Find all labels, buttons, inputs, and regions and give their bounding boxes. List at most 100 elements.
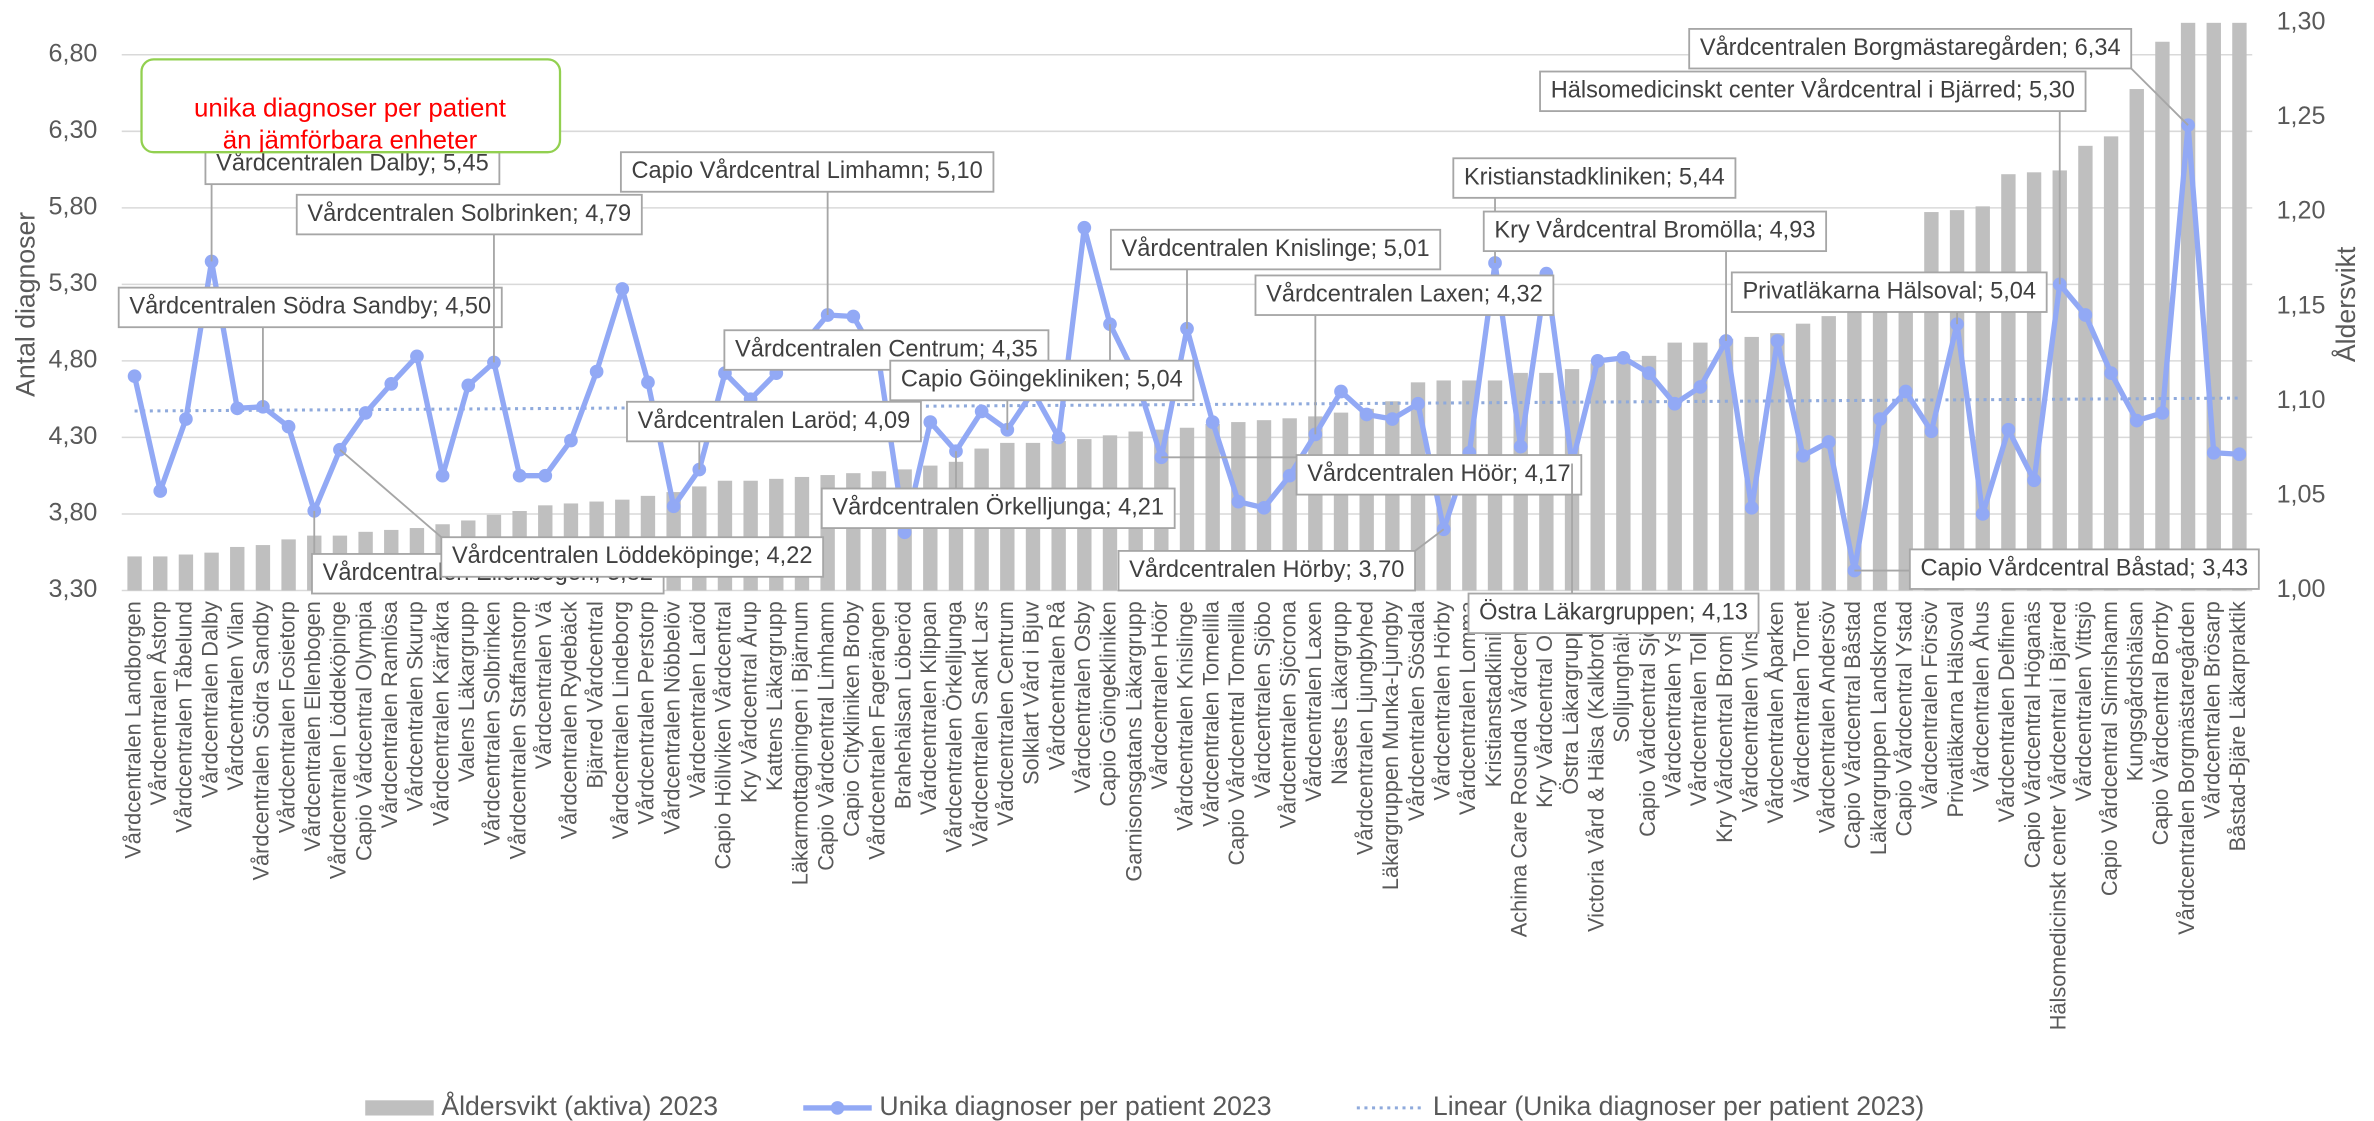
x-tick-label: Vårdcentralen Försöv xyxy=(1917,601,1942,809)
data-label: Vårdcentralen Örkelljunga; 4,21 xyxy=(832,494,1164,520)
x-tick-label: Vårdcentralen Sjöcrona xyxy=(1275,600,1300,828)
bar xyxy=(1205,423,1220,591)
data-label: Kry Vårdcentral Bromölla; 4,93 xyxy=(1494,217,1815,243)
callout: Vårdcentralen Höör; 4,17 xyxy=(1161,454,1583,496)
bar xyxy=(1616,361,1631,591)
x-tick-label: Vårdcentralen Ellenbogen xyxy=(300,601,325,851)
callout-box xyxy=(1467,592,1760,635)
callout: Kry Vårdcentral Bromölla; 4,93 xyxy=(1482,210,1828,342)
line-marker xyxy=(1898,384,1913,399)
x-tick-label: Vårdcentralen Ljungbyhed xyxy=(1352,601,1377,855)
bar xyxy=(2206,22,2221,591)
x-tick-label: Vårdcentralen Sankt Lars xyxy=(967,601,992,847)
x-tick-label: Vårdcentralen Fagerängen xyxy=(865,601,890,860)
y-tick-label: 5,80 xyxy=(49,192,98,220)
line-marker xyxy=(127,369,142,384)
x-tick-label: Vårdcentralen Vilan xyxy=(223,601,248,790)
legend-label: Åldersvikt (aktiva) 2023 xyxy=(441,1091,718,1121)
x-tick-label: Vårdcentralen Sösdala xyxy=(1404,600,1429,821)
x-tick-label: Privatläkarna Hälsoval xyxy=(1943,601,1968,817)
x-tick-label: Läkarmottagningen i Bjärnum xyxy=(788,601,813,885)
bar xyxy=(2129,89,2144,591)
x-tick-label: Vårdcentralen Åhus xyxy=(1968,601,1993,792)
x-tick-label: Vårdcentralen Tornet xyxy=(1789,601,1814,803)
x-tick-label: Valens Läkargrupp xyxy=(454,601,479,782)
x-tick-label: Läkargruppen Landskrona xyxy=(1866,600,1891,855)
line-marker xyxy=(1205,415,1220,429)
leader-line xyxy=(2130,67,2189,126)
note-text-group: unika diagnoser per patient än jämförbara… xyxy=(194,94,506,152)
x-tick-label: Capio Höllviken Vårdcentral xyxy=(711,601,736,869)
bar xyxy=(1641,355,1657,591)
trendline xyxy=(134,396,2240,413)
y-axis-title: Antal diagnoser xyxy=(10,212,40,397)
x-tick-label: Näsets Läkargrupp xyxy=(1327,601,1352,785)
x-tick-label: Bjärred Vårdcentral xyxy=(582,601,607,788)
callout: Vårdcentralen Laxen; 4,32 xyxy=(1254,274,1555,435)
x-tick-label: Vårdcentralen Fosietorp xyxy=(274,601,299,833)
legend-label: Unika diagnoser per patient 2023 xyxy=(879,1091,1271,1121)
bar xyxy=(2001,174,2016,591)
data-label: Capio Göingekliniken; 5,04 xyxy=(901,366,1183,392)
line-marker xyxy=(384,377,399,391)
x-tick-label: Vårdcentralen Osby xyxy=(1070,601,1095,793)
x-tick-label: Capio Vårdcentral Höganäs xyxy=(2020,601,2045,868)
x-tick-label: Vårdcentralen Vä xyxy=(531,600,556,769)
x-tick-label: Brahehälsan Löberöd xyxy=(890,601,915,809)
y-tick-label: 4,30 xyxy=(49,422,98,450)
x-tick-label: Vårdcentralen Tollarp xyxy=(1686,601,1711,806)
line-marker xyxy=(538,468,553,483)
callout: Capio Göingekliniken; 5,04 xyxy=(889,324,1195,402)
x-tick-label: Vårdcentralen Knislinge xyxy=(1173,601,1198,831)
x-tick-label: Vårdcentralen Klippan xyxy=(916,601,941,815)
callout: Östra Läkargruppen; 4,13 xyxy=(1467,463,1760,635)
y-tick-label: 5,30 xyxy=(49,269,98,297)
x-tick-label: Vårdcentralen Lomma xyxy=(1455,600,1480,815)
x-tick-label: Achima Care Rosunda Vårdcentral xyxy=(1506,601,1531,937)
x-tick-label: Capio Vårdcentral Tomelilla xyxy=(1224,600,1249,865)
y2-tick-label: 1,00 xyxy=(2277,575,2326,603)
callout-box xyxy=(1730,271,2048,313)
line-marker xyxy=(1154,450,1169,465)
bar xyxy=(1385,401,1400,591)
line-marker xyxy=(281,419,296,434)
data-label: Östra Läkargruppen; 4,13 xyxy=(1479,599,1748,625)
x-tick-label: Capio Vårdcentral Sjöbo xyxy=(1635,601,1660,837)
data-label: Vårdcentralen Hörby; 3,70 xyxy=(1129,556,1404,582)
bar xyxy=(1282,418,1297,591)
data-label: Vårdcentralen Löddeköpinge; 4,22 xyxy=(452,542,812,568)
leader-line xyxy=(339,448,442,538)
callout-box xyxy=(820,487,1176,529)
line-marker xyxy=(2129,413,2144,428)
callout: Vårdcentralen Borgmästaregården; 6,34 xyxy=(1688,28,2189,126)
line-marker xyxy=(1334,384,1348,399)
x-tick-label: Vårdcentralen Solbrinken xyxy=(480,601,505,845)
x-tick-label: Vårdcentralen Dalby xyxy=(197,601,222,798)
line-marker xyxy=(1513,439,1528,454)
legend-swatch xyxy=(365,1100,434,1116)
data-label: Capio Vårdcentral Båstad; 3,43 xyxy=(1921,554,2249,580)
x-tick-label: Victoria Vård & Hälsa (Kalkbrottet) xyxy=(1583,601,1608,932)
callout: Vårdcentralen Södra Sandby; 4,50 xyxy=(117,286,503,407)
x-tick-label: Kry Vårdcentral Bromölla xyxy=(1712,600,1737,843)
data-label: Vårdcentralen Solbrinken; 4,79 xyxy=(307,200,631,226)
line-marker xyxy=(1924,424,1939,439)
line-marker xyxy=(1077,220,1092,235)
x-tick-label: Läkargruppen Munka-Ljungby xyxy=(1378,601,1403,890)
line-marker xyxy=(1231,494,1246,509)
callout: Vårdcentralen Centrum; 4,35 xyxy=(723,329,1050,430)
x-tick-label: Capio Vårdcentral Olympia xyxy=(351,600,376,861)
callout-box xyxy=(1539,70,2087,113)
bar xyxy=(2232,22,2247,591)
x-tick-label: Vårdcentralen Löddeköpinge xyxy=(326,601,351,879)
y-tick-label: 6,80 xyxy=(49,39,98,67)
callout-box xyxy=(1109,228,1442,271)
bar xyxy=(2052,170,2067,591)
x-tick-label: Vårdcentralen Södra Sandby xyxy=(249,601,274,880)
callout: Vårdcentralen Örkelljunga; 4,21 xyxy=(820,451,1176,529)
y-tick-label: 6,30 xyxy=(49,116,98,144)
callout: Kristianstadkliniken; 5,44 xyxy=(1452,157,1737,263)
note-box xyxy=(140,58,562,154)
x-tick-label: Solklart Vård i Bjuv xyxy=(1019,601,1044,785)
